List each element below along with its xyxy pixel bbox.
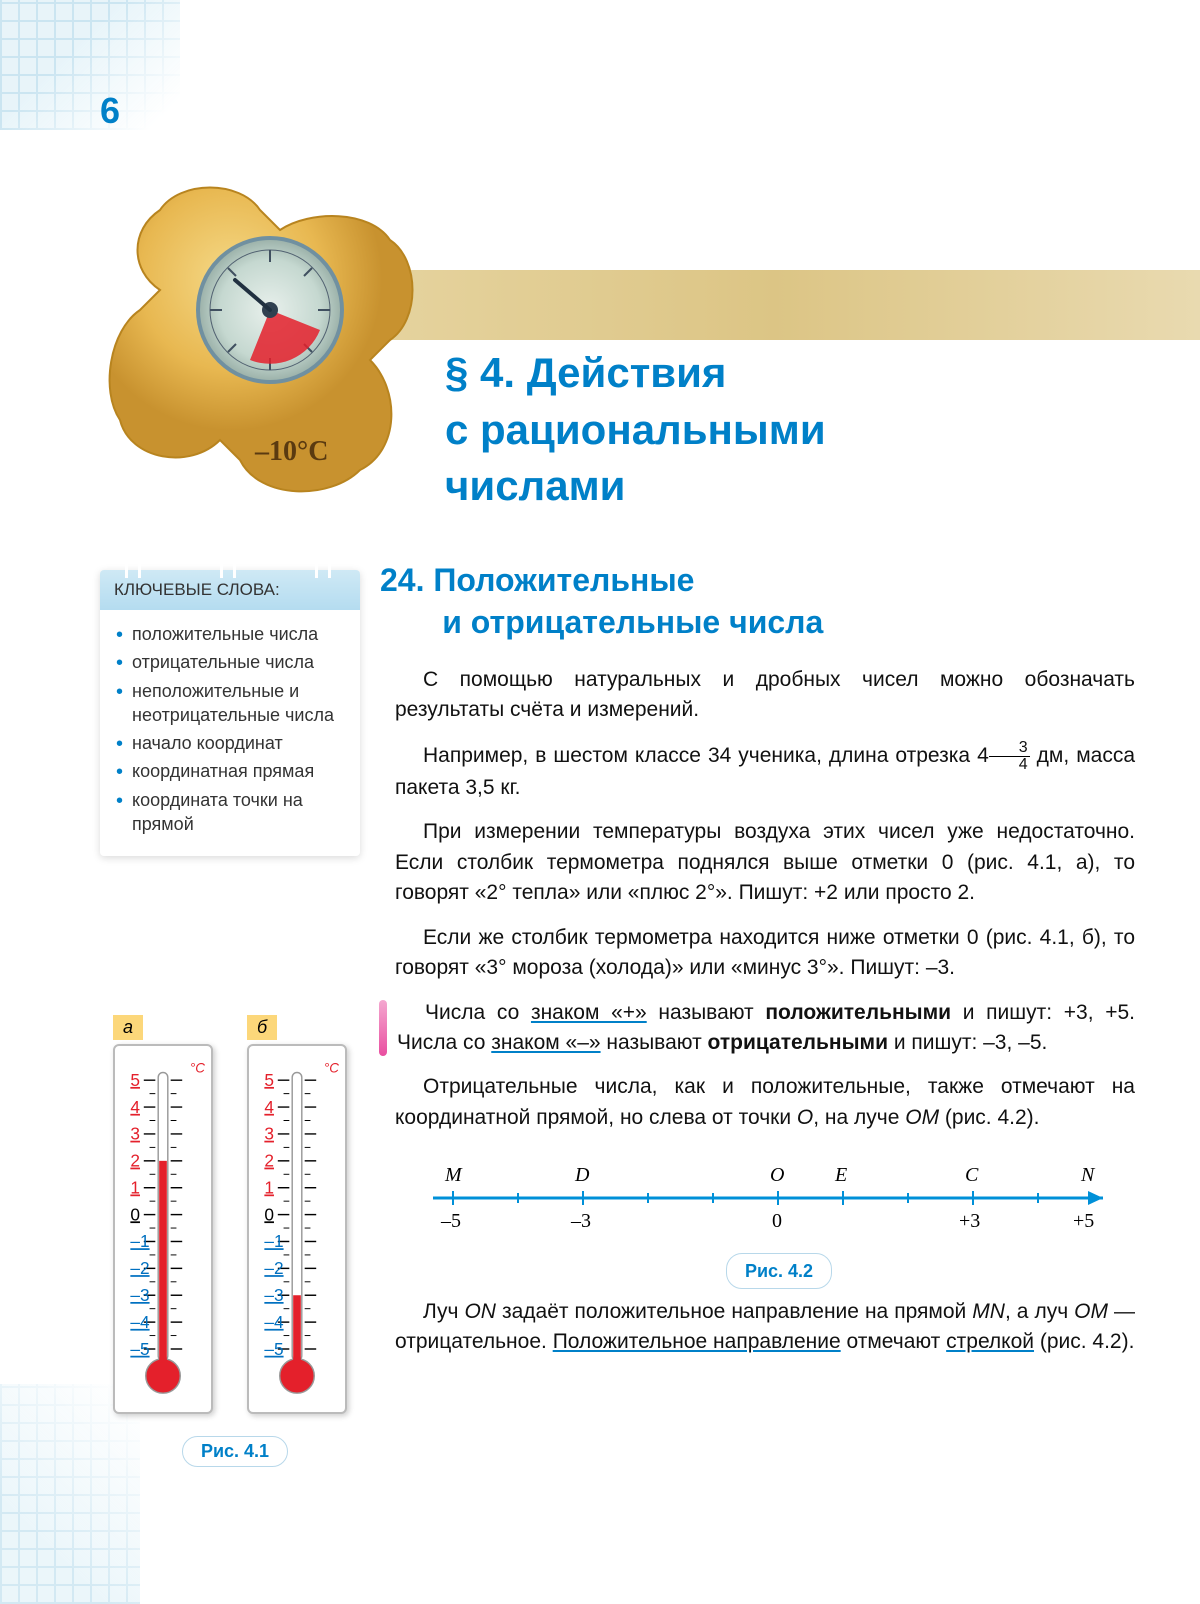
svg-text:4: 4: [130, 1097, 140, 1117]
svg-text:2: 2: [130, 1151, 140, 1171]
svg-text:0: 0: [264, 1204, 274, 1224]
definition-paragraph: Числа со знаком «+» называют положительн…: [395, 998, 1135, 1059]
svg-text:+5: +5: [1073, 1210, 1094, 1232]
figure-4-2-caption: Рис. 4.2: [726, 1253, 832, 1289]
number-line-figure: M –5 D –3 O 0 E C +3 N +5 Рис. 4.2: [423, 1153, 1135, 1289]
svg-text:D: D: [574, 1164, 590, 1186]
svg-text:–2: –2: [130, 1258, 149, 1278]
svg-text:3: 3: [264, 1124, 274, 1144]
svg-text:°C: °C: [324, 1061, 339, 1076]
svg-text:–5: –5: [264, 1339, 283, 1359]
page-number: 6: [100, 90, 120, 132]
svg-text:3: 3: [130, 1124, 140, 1144]
subsection-line1: Положительные: [433, 562, 694, 598]
keywords-box: КЛЮЧЕВЫЕ СЛОВА: положительные числа отри…: [100, 570, 360, 856]
svg-text:–3: –3: [264, 1285, 283, 1305]
decorative-grid-top: [0, 0, 180, 130]
svg-text:1: 1: [264, 1177, 274, 1197]
svg-text:5: 5: [264, 1070, 274, 1090]
figure-4-1: а °C 5 4 3 2 1 0 –1 –2 –3 –4 –5 б °C 5 4 3 2 1 0 –1 –2 –3 –4 –…: [100, 1015, 370, 1467]
svg-text:M: M: [444, 1164, 463, 1186]
svg-text:–3: –3: [130, 1285, 149, 1305]
svg-text:–1: –1: [130, 1231, 149, 1251]
svg-text:O: O: [770, 1164, 784, 1186]
svg-text:5: 5: [130, 1070, 140, 1090]
svg-text:C: C: [965, 1164, 979, 1186]
section-title: § 4. Действия с рациональными числами: [445, 345, 826, 515]
section-title-line2: с рациональными: [445, 406, 826, 453]
svg-text:–4: –4: [264, 1312, 284, 1332]
svg-text:1: 1: [130, 1177, 140, 1197]
section-title-line1: § 4. Действия: [445, 349, 726, 396]
svg-text:–5: –5: [130, 1339, 149, 1359]
svg-text:–5: –5: [440, 1210, 461, 1232]
thermometer-b-label: б: [247, 1015, 277, 1040]
section-title-line3: числами: [445, 462, 626, 509]
keywords-list: положительные числа отрицательные числа …: [100, 610, 360, 856]
thermometer-a-label: а: [113, 1015, 143, 1040]
keyword-item: отрицательные числа: [116, 650, 344, 674]
keyword-item: координатная прямая: [116, 759, 344, 783]
keyword-item: положительные числа: [116, 622, 344, 646]
svg-text:4: 4: [264, 1097, 274, 1117]
keyword-item: начало координат: [116, 731, 344, 755]
paragraph: С помощью натуральных и дробных чисел мо…: [395, 665, 1135, 726]
figure-4-1-caption: Рис. 4.1: [182, 1436, 288, 1467]
paragraph: Если же столбик термометра находится ниж…: [395, 923, 1135, 984]
paragraph: Например, в шестом классе 34 ученика, дл…: [395, 740, 1135, 803]
svg-text:–1: –1: [264, 1231, 283, 1251]
paragraph: Отрицательные числа, как и положительные…: [395, 1072, 1135, 1133]
svg-text:0: 0: [130, 1204, 140, 1224]
svg-text:°C: °C: [190, 1061, 205, 1076]
paragraph: Луч ON задаёт положительное направление …: [395, 1297, 1135, 1358]
subsection-line2: и отрицательные числа: [442, 604, 823, 640]
svg-text:–4: –4: [130, 1312, 150, 1332]
svg-text:–2: –2: [264, 1258, 283, 1278]
subsection-title: 24. Положительные и отрицательные числа: [380, 560, 823, 643]
svg-text:0: 0: [772, 1210, 782, 1232]
keyword-item: неположительные и неотрицатель­ные числа: [116, 679, 344, 728]
keywords-header: КЛЮЧЕВЫЕ СЛОВА:: [100, 570, 360, 610]
subsection-number: 24.: [380, 562, 424, 598]
thermometer-b: °C 5 4 3 2 1 0 –1 –2 –3 –4 –5: [247, 1044, 347, 1414]
keyword-item: координата точки на прямой: [116, 788, 344, 837]
svg-text:+3: +3: [959, 1210, 980, 1232]
paragraph: При измерении температуры воздуха этих ч…: [395, 817, 1135, 908]
svg-text:–3: –3: [570, 1210, 591, 1232]
title-banner: [350, 270, 1200, 340]
thermometer-a: °C 5 4 3 2 1 0 –1 –2 –3 –4 –5: [113, 1044, 213, 1414]
puzzle-thermometer-illustration: –10°C: [80, 150, 450, 510]
svg-text:2: 2: [264, 1151, 274, 1171]
svg-text:N: N: [1080, 1164, 1096, 1186]
svg-text:E: E: [834, 1164, 847, 1186]
svg-text:–10°C: –10°C: [254, 436, 328, 467]
body-content: С помощью натуральных и дробных чисел мо…: [395, 665, 1135, 1372]
